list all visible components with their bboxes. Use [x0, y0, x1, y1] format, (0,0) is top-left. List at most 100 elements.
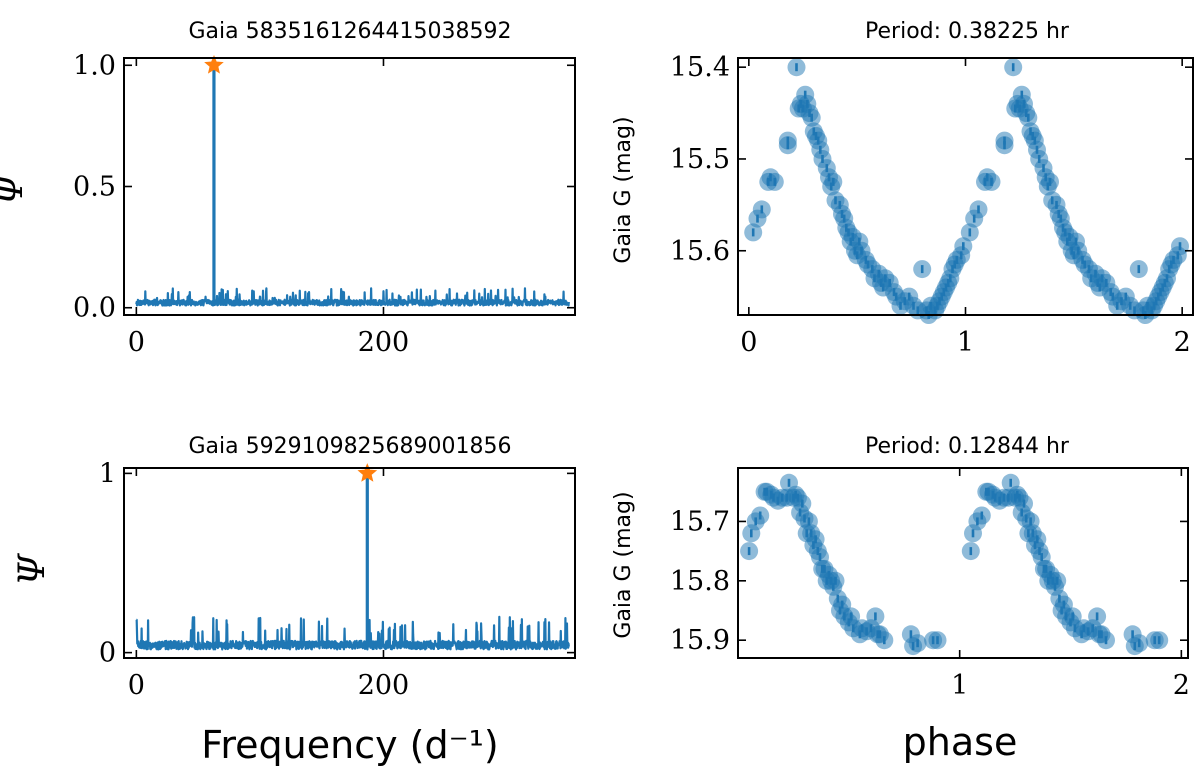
lightcurve-bottom-errorbar — [840, 600, 844, 609]
lightcurve-top-errorbar — [838, 200, 842, 209]
lightcurve-top-errorbar — [1003, 141, 1006, 150]
lightcurve-top-errorbar — [888, 278, 891, 287]
periodogram-top-ytick-label: 1.0 — [73, 50, 116, 81]
lightcurve-top-errorbar — [977, 205, 980, 214]
lightcurve-bottom-errorbar — [1137, 639, 1141, 648]
lightcurve-top-errorbar — [968, 228, 972, 237]
lightcurve-top-errorbar — [1124, 292, 1128, 301]
lightcurve-bottom-ytick-label: 15.9 — [670, 625, 730, 656]
lightcurve-top-errorbar — [1033, 136, 1037, 145]
lightcurve-top-errorbar — [842, 214, 846, 223]
lightcurve-top-errorbar — [816, 136, 820, 145]
lightcurve-bottom-errorbar — [916, 639, 919, 648]
periodogram-top-ytick-label: 0.0 — [73, 293, 116, 324]
lightcurve-top-errorbar — [1105, 278, 1108, 287]
lightcurve-top-xtick-label: 2 — [1174, 327, 1191, 358]
lightcurve-top-errorbar — [1111, 292, 1115, 301]
lightcurve-top-errorbar — [1035, 145, 1039, 154]
periodogram-top-title: Gaia 5835161264415038592 — [188, 19, 511, 44]
periodogram-top-axes — [123, 57, 576, 316]
lightcurve-top-errorbar — [990, 177, 993, 186]
lightcurve-top-errorbar — [786, 141, 790, 150]
lightcurve-top-errorbar — [819, 145, 822, 154]
lightcurve-bottom-ylabel: Gaia G (mag) — [611, 491, 636, 638]
lightcurve-bottom-errorbar — [1009, 478, 1012, 487]
lightcurve-top-errorbar — [1022, 99, 1026, 108]
lightcurve-bottom-xlabel: phase — [903, 720, 1018, 764]
lightcurve-top-errorbar — [1055, 200, 1058, 209]
lightcurve-bottom-errorbar — [787, 478, 791, 487]
periodogram-top-series-line — [135, 287, 570, 307]
periodogram-bottom-series-line — [135, 615, 570, 651]
lightcurve-top-errorbar — [756, 214, 759, 223]
lightcurve-top-errorbar — [751, 228, 755, 237]
lightcurve-bottom-errorbar — [874, 612, 877, 621]
lightcurve-bottom-errorbar — [1157, 636, 1161, 645]
lightcurve-top-errorbar — [1027, 113, 1030, 122]
lightcurve-top-panel: Period: 0.38225 hr Gaia G (mag) 0 1 2 15.4 1… — [611, 19, 1194, 358]
lightcurve-top-errorbar — [1176, 251, 1180, 260]
lightcurve-top-errorbar — [1011, 63, 1015, 72]
lightcurve-top-errorbar — [1037, 155, 1041, 163]
lightcurve-bottom-errorbar — [909, 630, 913, 639]
lightcurve-bottom-xtick-label: 2 — [1173, 670, 1190, 701]
lightcurve-top-errorbar — [1059, 214, 1063, 223]
lightcurve-top-errorbar — [1048, 177, 1052, 186]
periodogram-top-xtick-label: 0 — [128, 327, 145, 358]
lightcurve-bottom-errorbar — [849, 612, 853, 621]
lightcurve-top-errorbar — [1076, 246, 1080, 255]
periodogram-top-peak-marker — [204, 54, 224, 74]
lightcurve-bottom-plot — [740, 473, 1169, 656]
lightcurve-top-ytick-label: 15.6 — [670, 236, 730, 267]
lightcurve-top-errorbar — [1074, 237, 1078, 246]
periodogram-top-ytick-label: 0.5 — [73, 172, 116, 203]
lightcurve-top-title: Period: 0.38225 hr — [865, 19, 1070, 44]
periodogram-bottom-xtick-label: 0 — [128, 670, 145, 701]
lightcurve-bottom-errorbar — [1029, 517, 1032, 526]
lightcurve-bottom-errorbar — [883, 636, 886, 645]
periodogram-bottom-plot — [135, 463, 570, 651]
periodogram-top-ylabel: Ψ — [0, 173, 31, 206]
lightcurve-top-ytick-label: 15.4 — [670, 52, 730, 83]
periodogram-top-plot — [135, 54, 570, 307]
periodogram-bottom-panel: Gaia 5929109825689001856 Ψ Frequency (d⁻… — [12, 434, 576, 767]
periodogram-bottom-ytick-label: 1 — [99, 458, 116, 489]
lightcurve-bottom-errorbar — [834, 576, 837, 585]
lightcurve-top-ylabel: Gaia G (mag) — [611, 116, 636, 263]
lightcurve-bottom-errorbar — [747, 547, 751, 556]
lightcurve-top-errorbar — [949, 274, 952, 283]
lightcurve-top-errorbar — [806, 99, 809, 108]
lightcurve-top-errorbar — [803, 90, 807, 99]
lightcurve-bottom-errorbar — [971, 529, 975, 538]
lightcurve-bottom-errorbar — [801, 499, 804, 508]
lightcurve-bottom-ytick-label: 15.7 — [670, 506, 730, 537]
lightcurve-bottom-errorbar — [1104, 636, 1108, 645]
lightcurve-bottom-errorbar — [1040, 553, 1043, 562]
lightcurve-bottom-errorbar — [1131, 630, 1134, 639]
lightcurve-top-errorbar — [1165, 274, 1169, 283]
lightcurve-top-ytick-label: 15.5 — [670, 144, 730, 175]
lightcurve-bottom-axes — [737, 467, 1189, 659]
lightcurve-top-errorbar — [959, 251, 963, 260]
lightcurve-top-errorbar — [760, 205, 764, 214]
lightcurve-top-errorbar — [1137, 265, 1141, 274]
lightcurve-top-errorbar — [920, 265, 924, 274]
lightcurve-bottom-errorbar — [1055, 576, 1059, 585]
lightcurve-top-errorbar — [1042, 164, 1045, 173]
lightcurve-top-errorbar — [962, 242, 965, 251]
lightcurve-top-errorbar — [795, 63, 798, 72]
lightcurve-top-errorbar — [894, 292, 898, 301]
periodogram-bottom-xlabel: Frequency (d⁻¹) — [201, 723, 498, 767]
lightcurve-bottom-errorbar — [1036, 535, 1039, 544]
lightcurve-bottom-errorbar — [1062, 600, 1066, 609]
lightcurve-top-plot — [744, 58, 1189, 324]
periodogram-bottom-ytick-label: 0 — [99, 638, 116, 669]
periodogram-bottom-axes — [123, 467, 576, 659]
periodogram-top-xtick-label: 200 — [358, 327, 410, 358]
lightcurve-bottom-errorbar — [758, 511, 762, 520]
lightcurve-bottom-ytick-label: 15.8 — [670, 566, 730, 597]
lightcurve-bottom-errorbar — [807, 517, 811, 526]
lightcurve-bottom-errorbar — [1071, 612, 1074, 621]
lightcurve-top-errorbar — [972, 214, 976, 223]
